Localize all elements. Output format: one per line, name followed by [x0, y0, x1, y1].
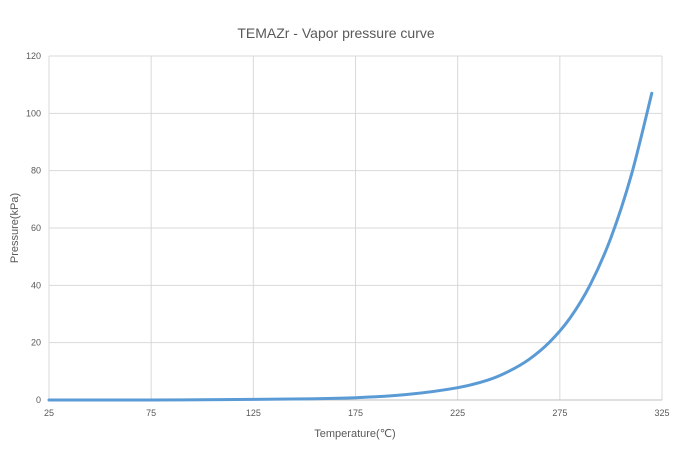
- x-axis-label: Temperature(℃): [314, 428, 395, 440]
- x-tick-label: 25: [44, 408, 54, 418]
- y-axis-label: Pressure(kPa): [9, 193, 21, 263]
- series-layer: [47, 91, 654, 402]
- x-tick-label: 125: [246, 408, 261, 418]
- x-tick-label: 175: [348, 408, 363, 418]
- grid: [48, 55, 663, 401]
- x-tick-label: 75: [146, 408, 156, 418]
- y-tick-label: 120: [26, 51, 41, 61]
- y-tick-label: 60: [31, 223, 41, 233]
- x-tick-label: 225: [450, 408, 465, 418]
- y-tick-label: 20: [31, 338, 41, 348]
- y-tick-label: 80: [31, 166, 41, 176]
- y-tick-label: 0: [36, 395, 41, 405]
- y-tick-label: 40: [31, 280, 41, 290]
- tick-labels: 0 20 40 60 80 100 120 25 75 125 175 225 275 325: [26, 51, 670, 418]
- chart-title: TEMAZr - Vapor pressure curve: [237, 25, 435, 41]
- y-tick-label: 100: [26, 108, 41, 118]
- series-line: [47, 91, 654, 402]
- x-tick-label: 275: [552, 408, 567, 418]
- x-tick-label: 325: [654, 408, 669, 418]
